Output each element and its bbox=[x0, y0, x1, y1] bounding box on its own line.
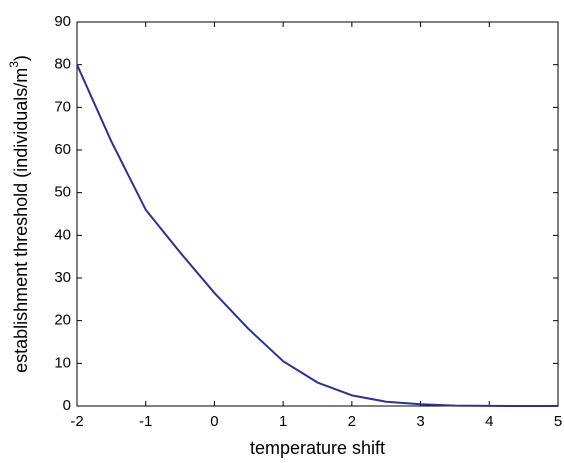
y-tick-label: 40 bbox=[54, 226, 71, 243]
x-tick-label: 1 bbox=[279, 413, 287, 430]
y-tick-label: 90 bbox=[54, 13, 71, 30]
x-tick-label: 5 bbox=[554, 413, 562, 430]
plot-frame bbox=[76, 21, 559, 407]
y-tick-label: 50 bbox=[54, 184, 71, 201]
y-tick-label: 10 bbox=[54, 354, 71, 371]
y-tick-label: 20 bbox=[54, 312, 71, 329]
y-tick-label: 60 bbox=[54, 141, 71, 158]
x-tick-label: -1 bbox=[139, 413, 152, 430]
x-tick-label: 2 bbox=[348, 413, 356, 430]
y-axis-label-main: establishment threshold (individuals/m bbox=[11, 68, 31, 373]
y-axis-label-superscript: 3 bbox=[7, 61, 21, 68]
data-line bbox=[76, 64, 558, 407]
y-tick-label: 80 bbox=[54, 56, 71, 73]
y-tick-label: 70 bbox=[54, 98, 71, 115]
x-axis-label: temperature shift bbox=[250, 438, 385, 458]
x-tick-label: -2 bbox=[70, 413, 83, 430]
x-tick-label: 3 bbox=[416, 413, 424, 430]
y-tick-label: 30 bbox=[54, 269, 71, 286]
x-tick-label: 4 bbox=[485, 413, 493, 430]
y-axis-label-suffix: ) bbox=[11, 55, 31, 61]
y-axis-label: establishment threshold (individuals/m3) bbox=[7, 55, 31, 373]
x-tick-label: 0 bbox=[210, 413, 218, 430]
y-tick-label: 0 bbox=[63, 397, 71, 414]
